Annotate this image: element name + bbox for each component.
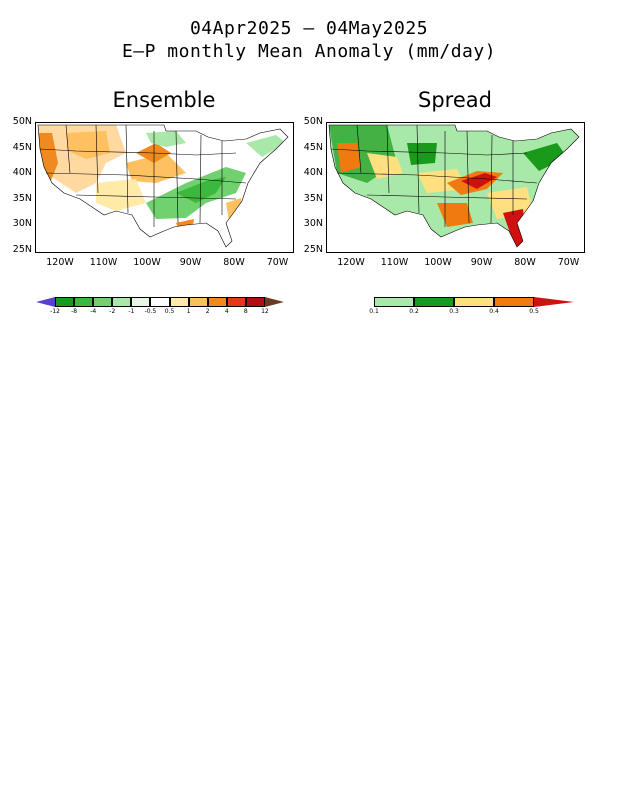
spread-colorbar-segment	[534, 297, 574, 307]
ensemble-colorbar-label: 4	[224, 308, 229, 315]
ensemble-colorbar-segment	[74, 297, 94, 307]
spread-colorbar-label: 0.1	[369, 308, 379, 315]
spread-colorbar-segment	[374, 297, 414, 307]
ensemble-colorbar-label: 2	[205, 308, 210, 315]
spread-colorbar-segment	[334, 297, 374, 307]
ensemble-colorbar-label: 12	[261, 308, 269, 315]
spread-lat-label: 35N	[303, 192, 323, 204]
spread-colorbar-segment	[414, 297, 454, 307]
spread-lon-label: 70W	[557, 257, 580, 268]
ensemble-map-svg	[37, 124, 289, 248]
spread-colorbar-label: 0.2	[409, 308, 419, 315]
title-variable: E–P monthly Mean Anomaly (mm/day)	[121, 41, 497, 62]
ensemble-map	[35, 122, 294, 253]
spread-map-svg	[328, 124, 580, 248]
spread-colorbar-label: 0.4	[489, 308, 499, 315]
ensemble-colorbar-segment	[188, 297, 208, 307]
spread-colorbar-segment	[454, 297, 494, 307]
ensemble-lon-label: 100W	[133, 257, 161, 268]
ensemble-colorbar-label: 1	[186, 308, 191, 315]
spread-colorbar-label: 0.5	[529, 308, 539, 315]
ensemble-colorbar-segment	[264, 297, 284, 307]
ensemble-lat-label: 50N	[12, 116, 32, 127]
ensemble-colorbar-segment	[150, 297, 170, 307]
ensemble-lat-label: 25N	[12, 244, 32, 255]
ensemble-colorbar-label: -0.5	[144, 308, 157, 315]
ensemble-colorbar-segment	[226, 297, 246, 307]
ensemble-colorbar-segment	[36, 297, 56, 307]
ensemble-lat-label: 40N	[12, 167, 32, 179]
spread-lat-label: 40N	[303, 167, 323, 179]
ensemble-lat-label: 35N	[12, 192, 32, 204]
ensemble-lon-label: 120W	[46, 257, 74, 268]
ensemble-colorbar-segment	[169, 297, 189, 307]
ensemble-colorbar-label: -2	[109, 308, 116, 315]
spread-colorbar-label: 0.3	[449, 308, 459, 315]
ensemble-colorbar-label: 0.5	[164, 308, 175, 315]
ensemble-colorbar-segment	[245, 297, 265, 307]
ensemble-lon-label: 90W	[179, 257, 202, 268]
ensemble-colorbar-segment	[112, 297, 132, 307]
spread-lat-label: 25N	[303, 244, 323, 255]
ensemble-lon-label: 80W	[223, 257, 245, 268]
spread-map	[326, 122, 585, 253]
spread-colorbar-segment	[494, 297, 534, 307]
ensemble-panel-title: Ensemble	[112, 88, 216, 112]
spread-lon-label: 120W	[337, 257, 365, 268]
spread-lon-label: 100W	[424, 257, 452, 268]
spread-lat-label: 30N	[303, 218, 323, 230]
ensemble-colorbar-label: 8	[243, 308, 248, 315]
ensemble-colorbar-segment	[207, 297, 227, 307]
ensemble-colorbar-label: -4	[90, 308, 97, 315]
title-date-range: 04Apr2025 – 04May2025	[189, 18, 429, 39]
ensemble-colorbar-segment	[131, 297, 151, 307]
spread-lon-label: 80W	[514, 257, 536, 268]
ensemble-colorbar-label: -1	[128, 308, 135, 315]
spread-panel-title: Spread	[418, 88, 492, 112]
ensemble-colorbar-segment	[93, 297, 113, 307]
ensemble-lat-label: 45N	[12, 141, 32, 153]
ensemble-colorbar-segment	[55, 297, 75, 307]
spread-lon-label: 90W	[470, 257, 493, 268]
ensemble-lon-label: 70W	[266, 257, 289, 268]
ensemble-colorbar-label: -8	[71, 308, 78, 315]
spread-lat-label: 45N	[303, 141, 323, 153]
spread-lon-label: 110W	[380, 257, 409, 268]
spread-lat-label: 50N	[303, 116, 323, 127]
ensemble-lat-label: 30N	[12, 218, 32, 230]
ensemble-lon-label: 110W	[89, 257, 118, 268]
ensemble-colorbar-label: -12	[50, 308, 60, 315]
